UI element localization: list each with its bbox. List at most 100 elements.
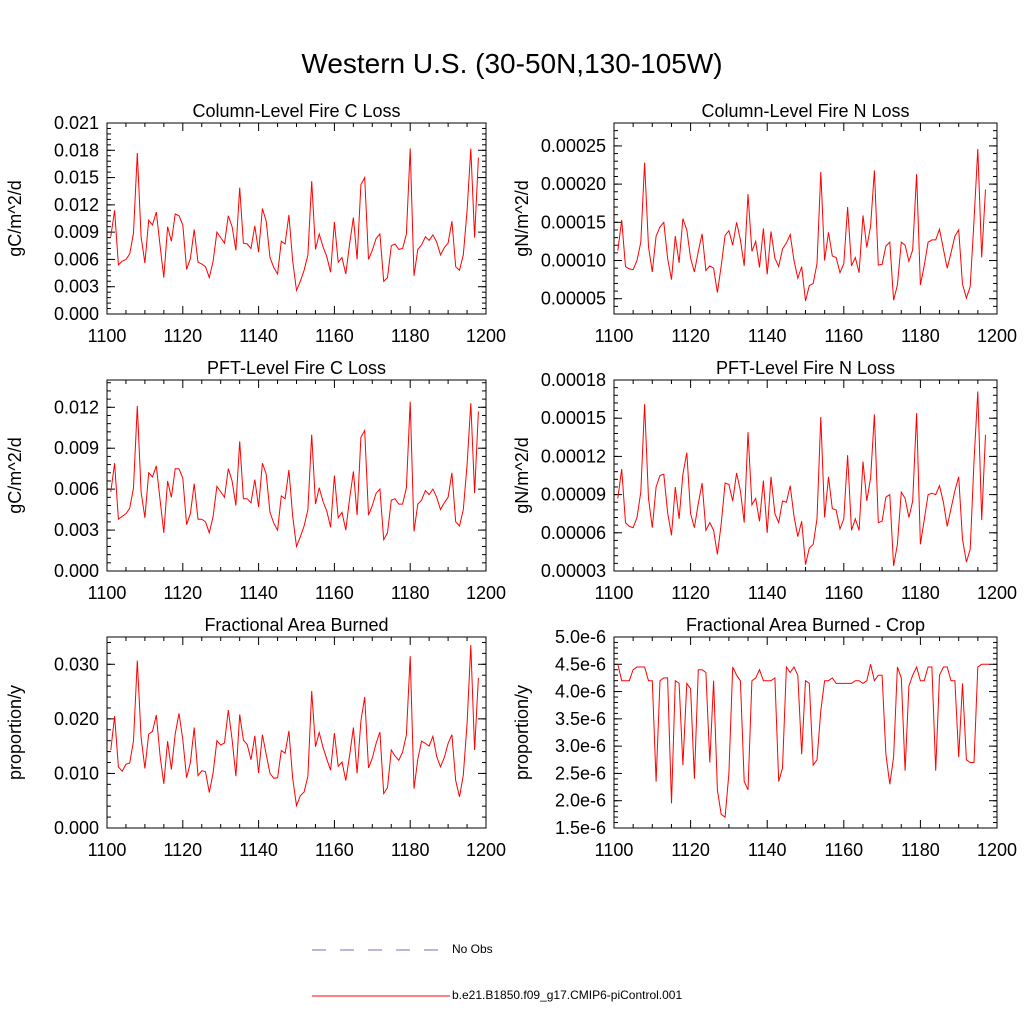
y-axis-label: gN/m^2/d xyxy=(512,180,532,256)
y-tick-label: 0.015 xyxy=(54,168,99,188)
y-tick-label: 0.030 xyxy=(54,654,99,674)
plot-frame xyxy=(613,122,998,315)
legend-label-no-obs: No Obs xyxy=(452,942,493,956)
series-line xyxy=(617,148,986,302)
chart-title: Fractional Area Burned - Crop xyxy=(686,615,925,635)
y-tick-label: 0.00012 xyxy=(541,446,606,466)
y-tick-label: 0.020 xyxy=(54,709,99,729)
x-tick-label: 1140 xyxy=(239,840,278,860)
chart-panel-3: PFT-Level Fire C Loss gC/m^2/d 1100 1120 114… xyxy=(5,358,506,603)
y-tick-label: 0.00003 xyxy=(541,561,606,581)
y-tick-label: 0.009 xyxy=(54,438,99,458)
x-tick-label: 1160 xyxy=(824,840,863,860)
chart-panel-5: Fractional Area Burned proportion/y 1100 11… xyxy=(5,615,506,860)
y-axis-label: proportion/y xyxy=(512,685,532,780)
y-tick-label: 0.00005 xyxy=(541,289,606,309)
y-tick-label: 0.00006 xyxy=(541,523,606,543)
y-tick-label: 0.00015 xyxy=(541,212,606,232)
chart-panel-1: Column-Level Fire C Loss gC/m^2/d 1100 1120… xyxy=(5,101,506,346)
x-tick-label: 1200 xyxy=(466,326,506,346)
chart-title: Column-Level Fire C Loss xyxy=(192,101,400,121)
y-tick-label: 0.00025 xyxy=(541,136,606,156)
x-tick-label: 1180 xyxy=(901,840,940,860)
x-tick-label: 1200 xyxy=(466,583,506,603)
x-tick-label: 1140 xyxy=(748,583,787,603)
y-tick-label: 0.003 xyxy=(54,277,99,297)
y-tick-label: 0.000 xyxy=(54,818,99,838)
x-tick-label: 1100 xyxy=(595,326,634,346)
x-tick-label: 1120 xyxy=(671,840,710,860)
x-tick-label: 1140 xyxy=(748,326,787,346)
x-tick-label: 1120 xyxy=(163,840,202,860)
y-tick-label: 0.000 xyxy=(54,304,99,324)
x-tick-label: 1180 xyxy=(901,583,940,603)
chart-panel-2: Column-Level Fire N Loss gN/m^2/d 1100 1120… xyxy=(512,101,1017,346)
y-axis-label: gC/m^2/d xyxy=(5,437,25,513)
plot-frame xyxy=(106,122,487,315)
y-tick-label: 0.006 xyxy=(54,249,99,269)
y-tick-label: 0.00018 xyxy=(541,370,606,390)
series-line xyxy=(617,663,990,819)
y-tick-label: 0.003 xyxy=(54,520,99,540)
plot-frame xyxy=(106,379,487,572)
y-tick-label: 1.5e-6 xyxy=(555,818,606,838)
x-tick-label: 1140 xyxy=(239,326,278,346)
y-tick-label: 3.0e-6 xyxy=(555,736,606,756)
x-tick-label: 1180 xyxy=(391,583,430,603)
chart-panel-6: Fractional Area Burned - Crop proportion/… xyxy=(512,615,1017,860)
y-tick-label: 2.0e-6 xyxy=(555,791,606,811)
y-tick-label: 0.018 xyxy=(54,140,99,160)
x-tick-label: 1100 xyxy=(595,840,634,860)
y-tick-label: 4.0e-6 xyxy=(555,682,606,702)
y-tick-label: 0.012 xyxy=(54,195,99,215)
y-axis-label: gC/m^2/d xyxy=(5,180,25,256)
x-tick-label: 1140 xyxy=(239,583,278,603)
y-tick-label: 0.006 xyxy=(54,479,99,499)
y-tick-label: 0.012 xyxy=(54,397,99,417)
x-tick-label: 1200 xyxy=(977,840,1017,860)
y-tick-label: 0.00010 xyxy=(541,251,606,271)
x-tick-label: 1160 xyxy=(824,583,863,603)
chart-title: Column-Level Fire N Loss xyxy=(701,101,909,121)
x-tick-label: 1100 xyxy=(88,326,127,346)
x-tick-label: 1120 xyxy=(163,326,202,346)
y-tick-label: 0.021 xyxy=(54,113,99,133)
figure-title: Western U.S. (30-50N,130-105W) xyxy=(301,48,723,79)
x-tick-label: 1160 xyxy=(315,583,354,603)
x-tick-label: 1100 xyxy=(88,583,127,603)
x-tick-label: 1200 xyxy=(977,326,1017,346)
chart-title: Fractional Area Burned xyxy=(204,615,388,635)
y-tick-label: 0.010 xyxy=(54,763,99,783)
x-tick-label: 1200 xyxy=(977,583,1017,603)
series-line xyxy=(617,391,986,566)
y-tick-label: 2.5e-6 xyxy=(555,763,606,783)
x-tick-label: 1120 xyxy=(671,583,710,603)
y-tick-label: 3.5e-6 xyxy=(555,709,606,729)
y-tick-label: 4.5e-6 xyxy=(555,654,606,674)
x-tick-label: 1180 xyxy=(391,326,430,346)
x-tick-label: 1100 xyxy=(595,583,634,603)
chart-panel-4: PFT-Level Fire N Loss gN/m^2/d 1100 1120 114… xyxy=(512,358,1017,603)
chart-title: PFT-Level Fire N Loss xyxy=(716,358,895,378)
y-axis-label: proportion/y xyxy=(5,685,25,780)
x-tick-label: 1160 xyxy=(824,326,863,346)
y-tick-label: 0.009 xyxy=(54,222,99,242)
chart-title: PFT-Level Fire C Loss xyxy=(207,358,386,378)
y-tick-label: 0.000 xyxy=(54,561,99,581)
x-tick-label: 1180 xyxy=(901,326,940,346)
y-axis-label: gN/m^2/d xyxy=(512,437,532,513)
series-line xyxy=(110,401,479,549)
y-tick-label: 0.00009 xyxy=(541,485,606,505)
x-tick-label: 1180 xyxy=(391,840,430,860)
x-tick-label: 1200 xyxy=(466,840,506,860)
x-tick-label: 1160 xyxy=(315,326,354,346)
x-tick-label: 1160 xyxy=(315,840,354,860)
series-line xyxy=(110,645,479,808)
plot-frame xyxy=(106,636,487,829)
legend-label-model: b.e21.B1850.f09_g17.CMIP6-piControl.001 xyxy=(452,988,683,1002)
x-tick-label: 1120 xyxy=(671,326,710,346)
y-tick-label: 0.00015 xyxy=(541,408,606,428)
series-line xyxy=(110,148,479,293)
